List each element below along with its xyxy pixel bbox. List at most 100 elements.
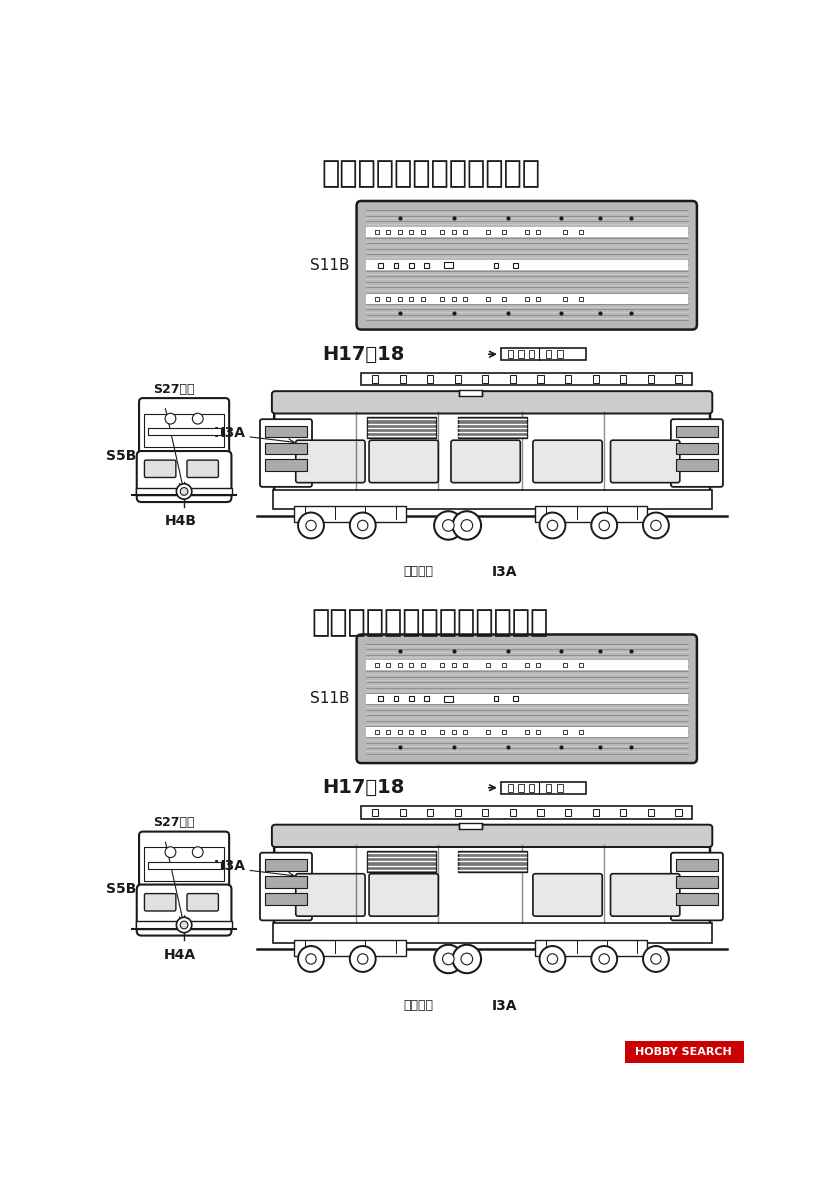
Bar [367, 418, 436, 438]
FancyBboxPatch shape [611, 440, 680, 482]
FancyBboxPatch shape [272, 824, 712, 847]
Bar [427, 809, 433, 816]
FancyBboxPatch shape [137, 884, 232, 936]
Text: 砂笱ナシ: 砂笱ナシ [404, 998, 433, 1012]
Bar [444, 262, 454, 269]
Bar [507, 784, 513, 792]
Bar [535, 940, 648, 956]
Bar [537, 664, 540, 667]
Bar [458, 418, 527, 438]
Bar [675, 809, 681, 816]
Bar [375, 731, 379, 734]
Bar [546, 784, 551, 792]
Bar [675, 426, 718, 438]
FancyBboxPatch shape [369, 440, 438, 482]
Bar [427, 374, 433, 383]
Bar [409, 296, 413, 301]
Bar [675, 443, 718, 455]
FancyBboxPatch shape [272, 391, 712, 414]
Bar [454, 374, 461, 383]
Bar [463, 296, 467, 301]
Text: 【小田急タイプ（末期）】: 【小田急タイプ（末期）】 [321, 158, 540, 187]
Bar [558, 784, 563, 792]
Bar [136, 922, 232, 929]
Bar [454, 809, 461, 816]
Bar [593, 809, 599, 816]
Bar [421, 296, 425, 301]
Circle shape [349, 512, 375, 539]
Text: 【小田急タイプ（登場時）】: 【小田急タイプ（登場時）】 [312, 608, 549, 637]
Text: I3A: I3A [492, 998, 517, 1013]
Bar [459, 823, 482, 829]
Circle shape [181, 922, 188, 929]
Circle shape [298, 946, 324, 972]
Circle shape [443, 953, 454, 965]
Bar [538, 809, 543, 816]
Circle shape [358, 954, 368, 964]
Text: HOBBY SEARCH: HOBBY SEARCH [635, 1046, 732, 1057]
Bar [507, 350, 513, 358]
Bar [265, 426, 307, 438]
Bar [593, 374, 599, 383]
Bar [273, 490, 711, 509]
Bar [265, 460, 307, 472]
Text: S27ナシ: S27ナシ [154, 816, 195, 829]
FancyBboxPatch shape [144, 894, 176, 911]
Bar [501, 781, 586, 794]
Bar [482, 374, 488, 383]
Text: H3A: H3A [213, 426, 246, 439]
FancyBboxPatch shape [451, 440, 520, 482]
Bar [529, 784, 534, 792]
Bar [513, 696, 517, 701]
Bar [501, 664, 506, 667]
Bar [620, 809, 627, 816]
FancyBboxPatch shape [137, 451, 232, 502]
Bar [372, 809, 378, 816]
Bar [648, 809, 654, 816]
Bar [486, 664, 491, 667]
Bar [501, 731, 506, 734]
Text: H3A: H3A [213, 859, 246, 874]
Bar [458, 851, 527, 872]
Bar [463, 230, 467, 234]
Text: H17・18: H17・18 [323, 344, 405, 364]
Bar [375, 664, 379, 667]
FancyBboxPatch shape [357, 635, 697, 763]
Bar [525, 296, 528, 301]
FancyBboxPatch shape [274, 407, 710, 496]
Bar [486, 230, 491, 234]
Bar [424, 696, 429, 701]
Bar [265, 443, 307, 455]
FancyBboxPatch shape [187, 894, 218, 911]
Bar [361, 806, 692, 818]
Bar [564, 230, 567, 234]
Bar [675, 460, 718, 472]
Circle shape [176, 917, 192, 932]
FancyBboxPatch shape [139, 832, 229, 925]
Bar [294, 506, 406, 522]
FancyBboxPatch shape [139, 398, 229, 492]
Bar [494, 263, 498, 268]
Bar [579, 731, 583, 734]
Bar [421, 230, 425, 234]
Bar [444, 696, 454, 702]
Bar [398, 731, 402, 734]
Circle shape [539, 512, 565, 539]
FancyBboxPatch shape [611, 874, 680, 916]
Circle shape [453, 944, 481, 973]
Circle shape [298, 512, 324, 539]
Bar [529, 350, 534, 358]
Bar [409, 263, 413, 268]
Bar [265, 876, 307, 888]
Bar [518, 350, 523, 358]
Bar [440, 230, 444, 234]
Circle shape [548, 954, 558, 964]
Bar [148, 862, 221, 869]
Bar [409, 664, 413, 667]
Bar [366, 727, 688, 737]
Circle shape [548, 521, 558, 530]
Bar [501, 230, 506, 234]
Bar [463, 664, 467, 667]
Bar [409, 230, 413, 234]
Bar [366, 227, 688, 236]
